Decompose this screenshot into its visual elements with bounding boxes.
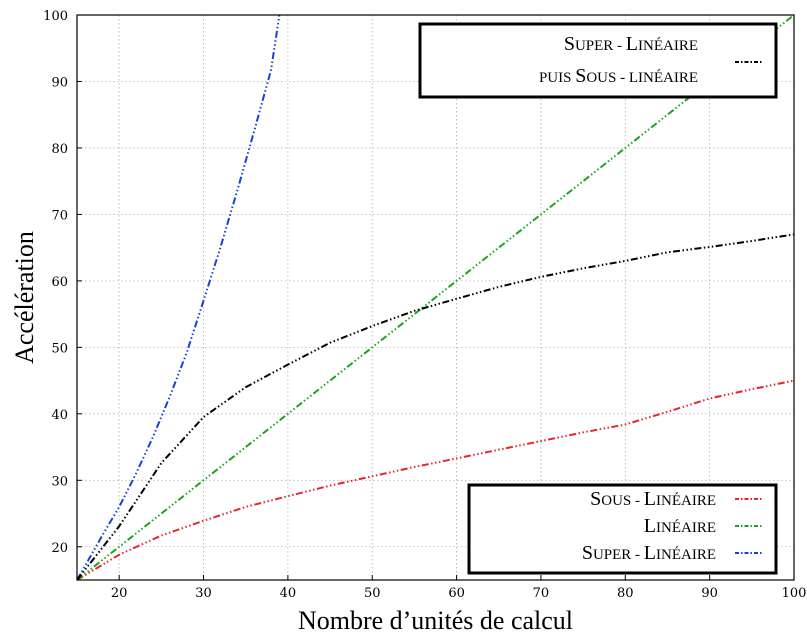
- legend-label-part: INÉAIRE: [656, 546, 716, 563]
- legend-label-part: INÉAIRE: [656, 519, 716, 536]
- legend-label-part: OUS -: [601, 493, 644, 509]
- x-tick-label: 80: [617, 586, 634, 601]
- x-tick-label: 20: [111, 586, 128, 601]
- axis-ticks: 20 30 40 50 60 70 80 90 100 20 30 40 50 60 70 80 90 100: [43, 9, 806, 601]
- legend-label: SUPER - LINÉAIRE: [582, 542, 716, 564]
- series-layer: [77, 15, 794, 580]
- legend-label: PUIS SOUS - LINÉAIRE: [539, 65, 698, 87]
- x-axis-label: Nombre d’unités de calcul: [298, 606, 573, 635]
- legend-label-part: L: [626, 33, 638, 55]
- legend-label-part: UPER -: [575, 38, 626, 54]
- legend-label-part: L: [644, 488, 656, 510]
- legend-label-part: S: [590, 488, 601, 510]
- x-tick-label: 50: [364, 586, 381, 601]
- legend-label: LINÉAIRE: [644, 515, 716, 537]
- legend-label-part: L: [644, 542, 656, 564]
- y-tick-label: 90: [51, 75, 68, 90]
- y-axis-label: Accélération: [10, 231, 39, 364]
- x-tick-label: 100: [782, 586, 807, 601]
- legend-label: SOUS - LINÉAIRE: [590, 488, 716, 510]
- series-line-0: [77, 379, 794, 580]
- legend-label-part: OUS - LINÉAIRE: [586, 69, 698, 86]
- y-tick-label: 80: [51, 142, 68, 157]
- y-tick-label: 40: [51, 408, 68, 423]
- y-tick-label: 20: [51, 541, 68, 556]
- legend-label-part: S: [575, 65, 586, 87]
- legend-label-part: UPER -: [593, 547, 644, 563]
- x-tick-label: 60: [448, 586, 465, 601]
- legend-box-bottom: [467, 483, 778, 575]
- y-tick-label: 50: [51, 341, 68, 356]
- y-tick-label: 70: [51, 208, 68, 223]
- plot-frame: [76, 14, 795, 581]
- x-tick-label: 70: [533, 586, 550, 601]
- legend-label-part: PUIS: [539, 70, 575, 86]
- legend-label: SUPER - LINÉAIRE: [564, 33, 698, 55]
- legend-label-part: L: [644, 515, 656, 537]
- legend-label-part: S: [582, 542, 593, 564]
- legend-box-top: [418, 22, 778, 99]
- x-tick-label: 40: [280, 586, 297, 601]
- x-tick-label: 30: [195, 586, 212, 601]
- series-line-3: [77, 233, 794, 580]
- series-line-1: [77, 15, 794, 580]
- x-tick-label: 90: [701, 586, 718, 601]
- y-tick-label: 100: [43, 9, 68, 24]
- y-tick-label: 30: [51, 474, 68, 489]
- legend-label-part: INÉAIRE: [656, 492, 716, 509]
- series-line-2: [77, 15, 281, 580]
- legend-label-part: INÉAIRE: [638, 37, 698, 54]
- y-tick-label: 60: [51, 275, 68, 290]
- legend-label-part: S: [564, 33, 575, 55]
